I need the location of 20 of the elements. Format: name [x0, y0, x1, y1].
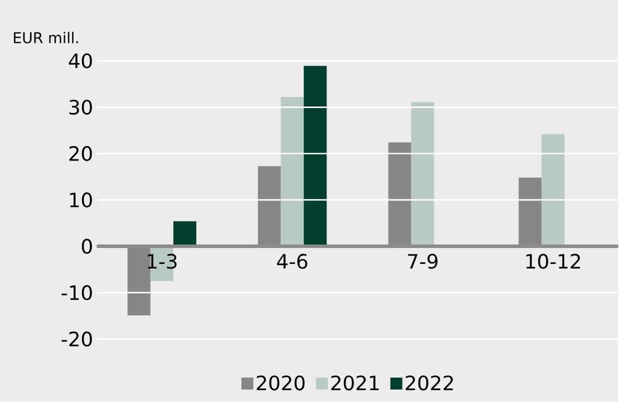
y-tick-label: -10 [62, 285, 92, 300]
y-tick-label: 0 [82, 238, 92, 254]
x-tick-label: 1-3 [148, 254, 177, 269]
x-tick-label: 10-12 [526, 254, 580, 269]
bar [304, 66, 327, 246]
x-tick-label: 4-6 [277, 254, 308, 269]
y-tick-label: 10 [70, 192, 92, 208]
bar [542, 134, 565, 246]
bar [280, 97, 304, 246]
y-tick-label: 30 [69, 100, 92, 115]
bar [411, 102, 434, 246]
legend-label: 2022 [406, 376, 453, 391]
legend-label: 2021 [331, 376, 379, 391]
legend-label: 2020 [256, 376, 305, 391]
y-tick-label: 20 [69, 146, 92, 162]
y-tick-label: 40 [68, 53, 92, 68]
x-tick-label: 7-9 [408, 254, 438, 269]
bar [173, 221, 196, 246]
y-axis-title: EUR mill. [14, 32, 78, 44]
y-tick-label: -20 [62, 332, 92, 347]
